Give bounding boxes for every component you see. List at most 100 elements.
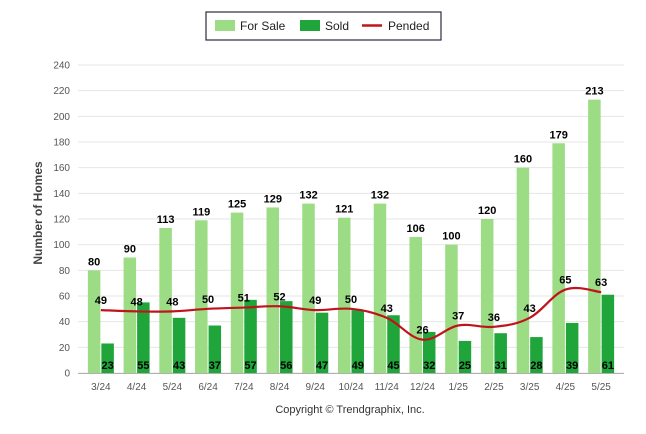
for-sale-bar xyxy=(445,244,458,373)
legend-label-pended: Pended xyxy=(388,19,429,33)
sold-bar xyxy=(280,301,293,373)
for-sale-value-label: 160 xyxy=(514,154,532,166)
for-sale-bar xyxy=(195,220,208,373)
for-sale-bar xyxy=(123,257,137,373)
sold-value-label: 37 xyxy=(209,360,221,372)
x-tick-label: 11/24 xyxy=(375,382,400,393)
x-tick-label: 5/25 xyxy=(591,382,611,393)
x-tick-label: 7/24 xyxy=(234,382,254,393)
x-tick-label: 1/25 xyxy=(448,382,468,393)
sold-bar xyxy=(244,299,257,373)
x-tick-label: 10/24 xyxy=(338,382,363,393)
legend[interactable]: For Sale Sold Pended xyxy=(205,11,442,41)
for-sale-value-label: 100 xyxy=(442,231,460,243)
pended-line xyxy=(100,286,602,341)
sold-value-label: 32 xyxy=(423,360,435,372)
for-sale-value-label: 119 xyxy=(192,206,210,218)
sold-value-label: 31 xyxy=(495,360,507,372)
for-sale-bar xyxy=(159,227,172,373)
pended-value-label: 48 xyxy=(166,296,178,308)
pended-value-label: 50 xyxy=(345,294,357,306)
y-tick-label: 120 xyxy=(53,215,70,226)
legend-label-sold: Sold xyxy=(325,19,349,33)
pended-value-label: 49 xyxy=(95,295,107,307)
sold-value-label: 55 xyxy=(137,360,149,372)
pended-value-label: 36 xyxy=(488,312,500,324)
for-sale-bar xyxy=(409,236,422,373)
y-tick-label: 80 xyxy=(59,266,71,277)
sold-bar xyxy=(315,312,329,373)
sold-bar xyxy=(387,315,400,373)
sold-value-label: 23 xyxy=(101,360,113,372)
data-labels: 80 23 90 55 113 43 119 37 125 57 129 56 132 47 121 49 13… xyxy=(88,86,614,372)
y-axis-label: Number of Homes xyxy=(31,161,45,265)
pended-value-label: 51 xyxy=(238,293,250,305)
for-sale-value-label: 121 xyxy=(335,204,353,216)
y-tick-label: 140 xyxy=(53,189,70,200)
sold-bar xyxy=(172,317,186,373)
sold-bar xyxy=(530,337,543,373)
sold-value-label: 56 xyxy=(280,360,292,372)
for-sale-bar xyxy=(480,219,494,373)
x-tick-labels: 3/24 4/24 5/24 6/24 7/24 8/24 9/24 10/24 11/24 12… xyxy=(91,382,611,393)
x-tick-label: 2/25 xyxy=(484,382,504,393)
y-tick-label: 240 xyxy=(53,61,70,72)
pended-value-label: 26 xyxy=(416,325,428,337)
for-sale-bars xyxy=(87,99,601,374)
y-tick-label: 60 xyxy=(59,292,71,303)
for-sale-value-label: 132 xyxy=(371,190,389,202)
for-sale-value-label: 179 xyxy=(549,129,567,141)
pended-value-label: 43 xyxy=(524,303,536,315)
for-sale-value-label: 129 xyxy=(264,193,282,205)
x-tick-label: 9/24 xyxy=(306,382,326,393)
sold-bar xyxy=(422,331,436,373)
for-sale-bar xyxy=(302,203,315,373)
y-tick-label: 200 xyxy=(53,112,70,123)
pended-value-label: 48 xyxy=(130,296,142,308)
for-sale-value-label: 80 xyxy=(88,256,100,268)
x-tick-label: 4/25 xyxy=(556,382,576,393)
pended-value-label: 63 xyxy=(595,277,607,289)
for-sale-value-label: 213 xyxy=(585,86,603,98)
sold-value-label: 61 xyxy=(602,360,614,372)
sold-value-label: 49 xyxy=(352,360,364,372)
for-sale-value-label: 113 xyxy=(157,214,175,226)
sold-value-label: 57 xyxy=(244,360,256,372)
x-tick-label: 3/25 xyxy=(520,382,540,393)
pended-line-group xyxy=(100,286,602,341)
x-tick-label: 5/24 xyxy=(163,382,183,393)
sold-value-label: 39 xyxy=(566,360,578,372)
y-tick-label: 20 xyxy=(59,343,71,354)
for-sale-value-label: 90 xyxy=(124,244,136,256)
y-tick-label: 40 xyxy=(59,317,71,328)
y-tick-label: 100 xyxy=(53,240,70,251)
sold-bar xyxy=(494,333,507,373)
y-tick-labels: 0 20 40 60 80 100 120 140 160 180 200 220 240 xyxy=(53,61,70,380)
for-sale-bar xyxy=(588,99,601,374)
pended-value-label: 37 xyxy=(452,311,464,323)
for-sale-bar xyxy=(87,270,101,373)
for-sale-bar xyxy=(552,143,565,373)
for-sale-bar xyxy=(516,167,530,373)
for-sale-bar xyxy=(338,217,351,373)
y-tick-label: 180 xyxy=(53,138,70,149)
sold-bars xyxy=(101,294,615,373)
sold-bar xyxy=(101,343,114,373)
sold-bar xyxy=(601,294,615,373)
sold-bar xyxy=(565,322,579,373)
x-tick-label: 6/24 xyxy=(198,382,218,393)
pended-value-label: 52 xyxy=(273,291,285,303)
pended-value-label: 50 xyxy=(202,294,214,306)
x-tick-label: 8/24 xyxy=(270,382,290,393)
legend-swatch-sold xyxy=(300,20,320,31)
for-sale-value-label: 106 xyxy=(407,223,425,235)
legend-label-for-sale: For Sale xyxy=(240,19,286,33)
legend-swatch-for-sale xyxy=(215,20,235,31)
sold-value-label: 28 xyxy=(530,360,542,372)
copyright-text: Copyright © Trendgraphix, Inc. xyxy=(275,404,424,416)
x-tick-label: 4/24 xyxy=(127,382,147,393)
for-sale-value-label: 120 xyxy=(478,205,496,217)
sold-bar xyxy=(208,325,222,373)
y-tick-label: 0 xyxy=(64,369,70,380)
